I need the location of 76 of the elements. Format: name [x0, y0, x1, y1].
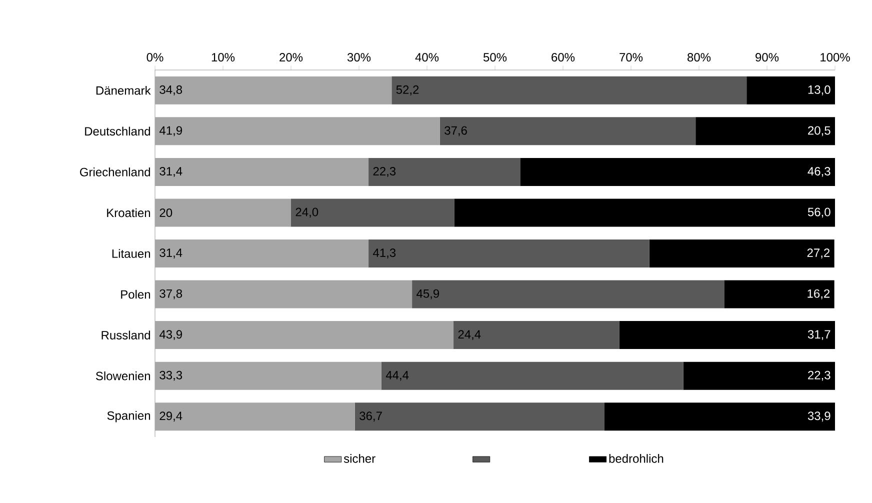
bar [683, 362, 836, 390]
y-tick-label: Griechenland [80, 168, 150, 176]
bar [155, 321, 454, 350]
data-label: 44,4 [386, 370, 409, 381]
x-tick-label: 80% [688, 53, 711, 62]
bar [619, 321, 836, 350]
bar [696, 117, 836, 146]
data-label: 41,3 [373, 248, 396, 258]
x-tick-label: 10% [212, 53, 235, 62]
bar [155, 240, 369, 268]
bar [649, 240, 834, 268]
bar [724, 280, 834, 308]
data-label: 37,8 [160, 289, 182, 300]
y-tick-label: Slowenien [96, 371, 150, 380]
bar [520, 158, 836, 186]
bar [604, 402, 836, 431]
y-tick-label: Litauen [112, 249, 150, 258]
bar [291, 198, 454, 227]
x-tick-label: 0% [146, 53, 164, 62]
bar [368, 240, 650, 268]
bar [155, 158, 369, 186]
bar [746, 76, 836, 104]
data-label: 34,8 [160, 85, 182, 96]
bar [155, 280, 412, 308]
x-tick-label: 60% [552, 53, 575, 62]
data-label: 43,9 [159, 330, 182, 340]
bar [440, 117, 696, 146]
data-label: 16,2 [808, 289, 830, 300]
x-tick-label: 40% [415, 53, 439, 62]
x-tick-label: 90% [756, 53, 779, 62]
data-label: 24,4 [458, 330, 481, 340]
x-tick-label: 100% [820, 53, 850, 62]
data-label: 22,3 [373, 166, 396, 177]
x-tick-label: 20% [280, 53, 303, 62]
data-label: 29,4 [160, 412, 182, 422]
bar [412, 280, 724, 308]
data-label: 13,0 [808, 85, 830, 96]
data-label: 22,3 [808, 370, 830, 381]
bar [454, 321, 620, 350]
y-tick-label: Dänemark [96, 86, 151, 95]
data-label: 37,6 [444, 126, 467, 136]
y-tick-label: Deutschland [85, 126, 150, 136]
data-label: 52,2 [396, 85, 419, 96]
x-tick-label: 30% [347, 53, 371, 62]
data-label: 24,0 [296, 208, 318, 218]
y-tick-label: Polen [121, 290, 150, 299]
data-label: 36,7 [360, 412, 382, 422]
data-label: 33,9 [808, 412, 830, 422]
data-label: 33,3 [160, 370, 182, 381]
bar [155, 117, 440, 146]
data-label: 31,4 [160, 166, 182, 177]
y-tick-label: Russland [102, 330, 150, 340]
data-label: 31,7 [808, 330, 830, 340]
bar [392, 76, 747, 104]
bar [155, 76, 392, 104]
legend-label: sicher [344, 454, 376, 463]
x-tick-label: 50% [483, 53, 507, 62]
bar [454, 198, 836, 227]
bar [368, 158, 520, 186]
data-label: 45,9 [416, 289, 440, 300]
data-label: 56,0 [808, 208, 830, 218]
data-label: 41,9 [159, 126, 182, 136]
y-tick-label: Kroatien [107, 208, 150, 218]
data-label: 31,4 [160, 248, 182, 258]
data-label: 27,2 [807, 248, 830, 258]
y-tick-label: Spanien [107, 411, 150, 422]
bar [354, 402, 604, 431]
data-label: 46,3 [808, 166, 830, 177]
data-label: 20,5 [808, 126, 830, 136]
bar [155, 362, 382, 390]
bar [155, 198, 291, 227]
bar [155, 402, 355, 431]
data-label: 20 [160, 208, 172, 217]
bar [381, 362, 684, 390]
legend-label: bedrohlich [609, 454, 664, 463]
x-tick-label: 70% [620, 53, 643, 62]
